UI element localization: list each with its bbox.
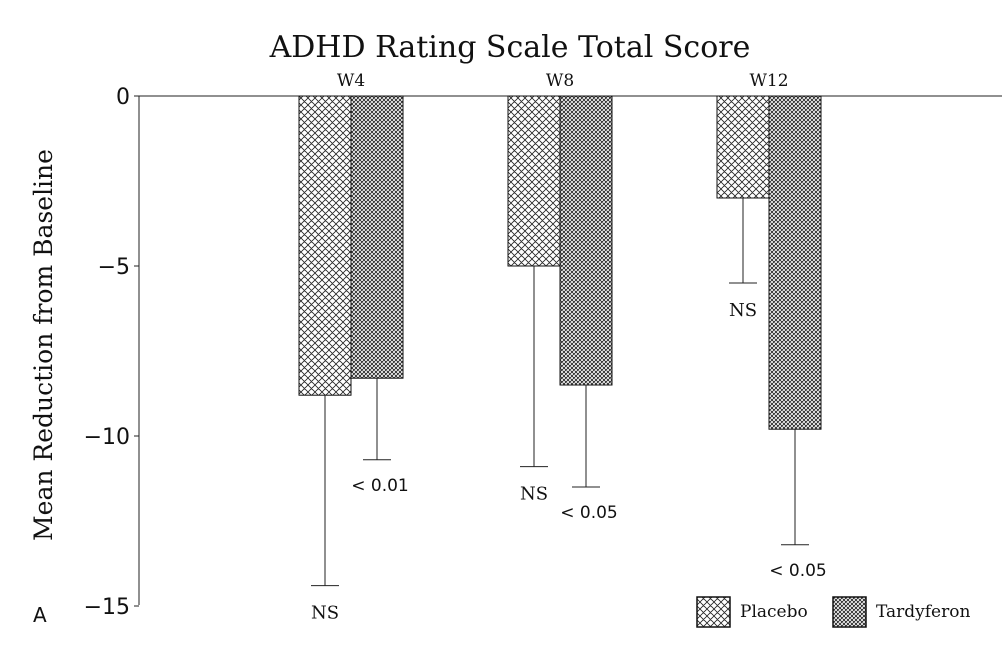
y-tick-label: −15 bbox=[84, 595, 130, 620]
bar-tardyferon-w8 bbox=[559, 95, 613, 386]
legend-swatch-placebo bbox=[696, 596, 731, 628]
category-label-w8: W8 bbox=[546, 71, 574, 91]
bar-tardyferon-w4 bbox=[350, 95, 404, 379]
category-label-w4: W4 bbox=[337, 71, 365, 91]
bar-tardyferon-w12 bbox=[768, 95, 822, 430]
bar-placebo-w8 bbox=[507, 95, 561, 267]
error-bars bbox=[311, 198, 809, 587]
y-tick-label: −10 bbox=[84, 425, 130, 450]
panel-label: A bbox=[33, 603, 47, 627]
annotation-tardyferon-w12: < 0.05 bbox=[769, 561, 827, 581]
y-axis-label: Mean Reduction from Baseline bbox=[29, 149, 58, 541]
legend-swatch-tardyferon bbox=[832, 596, 867, 628]
y-tick-label: −5 bbox=[98, 255, 130, 280]
annotation-tardyferon-w8: < 0.05 bbox=[560, 503, 618, 523]
annotation-placebo-w4: NS bbox=[311, 603, 339, 624]
legend-label-tardyferon: Tardyferon bbox=[876, 602, 970, 622]
category-label-w12: W12 bbox=[749, 71, 788, 91]
legend-label-placebo: Placebo bbox=[740, 602, 808, 622]
bar-placebo-w12 bbox=[716, 95, 770, 199]
legend: Placebo Tardyferon bbox=[696, 596, 970, 628]
category-labels: W4 W8 W12 bbox=[337, 71, 789, 91]
annotations: NS < 0.01 NS < 0.05 NS < 0.05 bbox=[311, 300, 827, 624]
annotation-tardyferon-w4: < 0.01 bbox=[351, 476, 409, 496]
annotation-placebo-w12: NS bbox=[729, 300, 757, 321]
bars bbox=[298, 95, 822, 430]
chart-title: ADHD Rating Scale Total Score bbox=[269, 30, 751, 65]
y-tick-label: 0 bbox=[116, 85, 130, 110]
bar-placebo-w4 bbox=[298, 95, 352, 396]
annotation-placebo-w8: NS bbox=[520, 484, 548, 505]
y-ticks: 0 −5 −10 −15 bbox=[84, 85, 139, 620]
